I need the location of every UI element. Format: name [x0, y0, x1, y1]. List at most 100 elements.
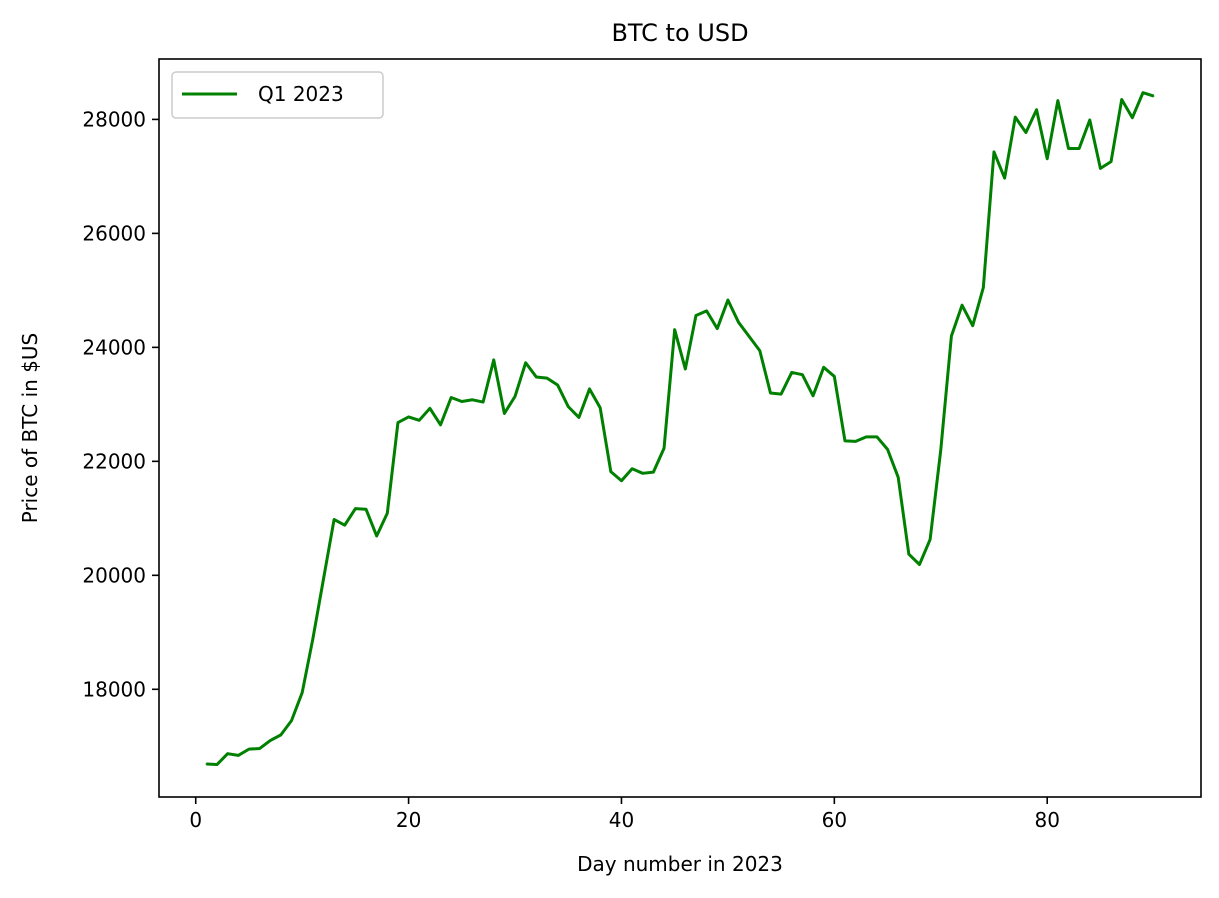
data-point [226, 752, 229, 755]
y-tick-label: 24000 [82, 335, 146, 359]
data-point [546, 377, 548, 379]
data-point [1067, 147, 1070, 150]
data-point [578, 416, 580, 419]
data-point [939, 449, 942, 451]
data-point [918, 563, 921, 566]
data-point [1120, 98, 1123, 101]
data-point [620, 479, 623, 482]
data-point [812, 395, 814, 397]
data-point [258, 747, 261, 750]
y-axis: 18000 20000 22000 24000 26000 28000 [82, 107, 159, 701]
data-point [886, 448, 889, 451]
data-point [439, 424, 442, 426]
data-point [673, 328, 676, 331]
data-point [599, 406, 601, 409]
data-point [1014, 116, 1017, 118]
data-point [322, 578, 325, 581]
plot-area [205, 91, 1155, 767]
data-point [354, 507, 357, 510]
x-tick-label: 40 [609, 808, 634, 832]
data-point [280, 734, 282, 736]
data-point [727, 299, 729, 301]
data-point [333, 518, 335, 521]
data-point [514, 395, 516, 398]
data-point [1003, 177, 1006, 179]
data-point [929, 538, 931, 541]
data-point [908, 553, 910, 556]
data-point [248, 748, 250, 750]
data-point [610, 470, 612, 473]
x-axis: 0 20 40 60 80 [189, 797, 1060, 832]
data-point [876, 436, 878, 438]
data-point [790, 371, 793, 374]
data-point [461, 400, 463, 403]
data-point [216, 763, 218, 766]
data-point [1046, 157, 1048, 160]
data-point [312, 638, 314, 640]
data-point [822, 366, 825, 369]
data-point [1088, 119, 1091, 121]
data-point [1110, 160, 1112, 163]
data-point [588, 388, 591, 390]
data-point [1099, 167, 1102, 170]
legend-box [171, 71, 384, 119]
data-point [1025, 131, 1027, 134]
data-point [407, 416, 410, 418]
data-point [716, 327, 719, 330]
data-point [961, 304, 963, 306]
y-tick-label: 22000 [82, 449, 146, 473]
data-point [865, 436, 868, 438]
chart-title: BTC to USD [611, 19, 748, 47]
data-point [492, 359, 495, 361]
legend-label-q1-2023: Q1 2023 [258, 82, 344, 106]
legend: Q1 2023 [171, 71, 384, 119]
axes-frame [158, 58, 1202, 798]
x-tick-label: 20 [396, 808, 421, 832]
x-axis-label: Day number in 2023 [577, 852, 783, 876]
data-point [1078, 147, 1080, 150]
data-point [343, 524, 346, 526]
data-point [1131, 116, 1134, 119]
x-tick-label: 60 [822, 808, 847, 832]
data-point [482, 401, 484, 403]
x-tick-label: 0 [189, 808, 202, 832]
data-point [429, 407, 431, 410]
data-point [950, 335, 953, 337]
data-point [695, 314, 697, 317]
data-point [471, 398, 474, 401]
data-point [854, 440, 857, 443]
data-point [737, 321, 740, 324]
data-point [759, 349, 761, 352]
data-point [897, 476, 899, 479]
data-point [375, 535, 378, 537]
data-point [556, 384, 559, 386]
data-point [365, 508, 367, 511]
y-tick-label: 20000 [82, 563, 146, 587]
data-point [503, 412, 506, 415]
data-point [1142, 91, 1144, 94]
data-point [205, 763, 208, 765]
data-point [769, 392, 772, 394]
data-point [631, 467, 633, 470]
data-point [1035, 108, 1038, 111]
data-point [1152, 95, 1155, 97]
data-point [301, 691, 303, 694]
y-axis-label: Price of BTC in $US [18, 333, 42, 524]
data-point [1057, 99, 1059, 102]
data-point [386, 512, 389, 514]
data-point [684, 368, 687, 370]
x-tick-label: 80 [1034, 808, 1059, 832]
data-point [397, 421, 399, 424]
data-point [641, 472, 644, 475]
data-point [982, 286, 985, 289]
data-point [418, 419, 421, 422]
data-point [237, 754, 240, 757]
data-point [705, 310, 708, 312]
y-tick-label: 28000 [82, 107, 146, 131]
data-point [801, 373, 804, 376]
data-point [663, 447, 665, 450]
data-point [971, 324, 974, 327]
data-point [652, 471, 655, 473]
